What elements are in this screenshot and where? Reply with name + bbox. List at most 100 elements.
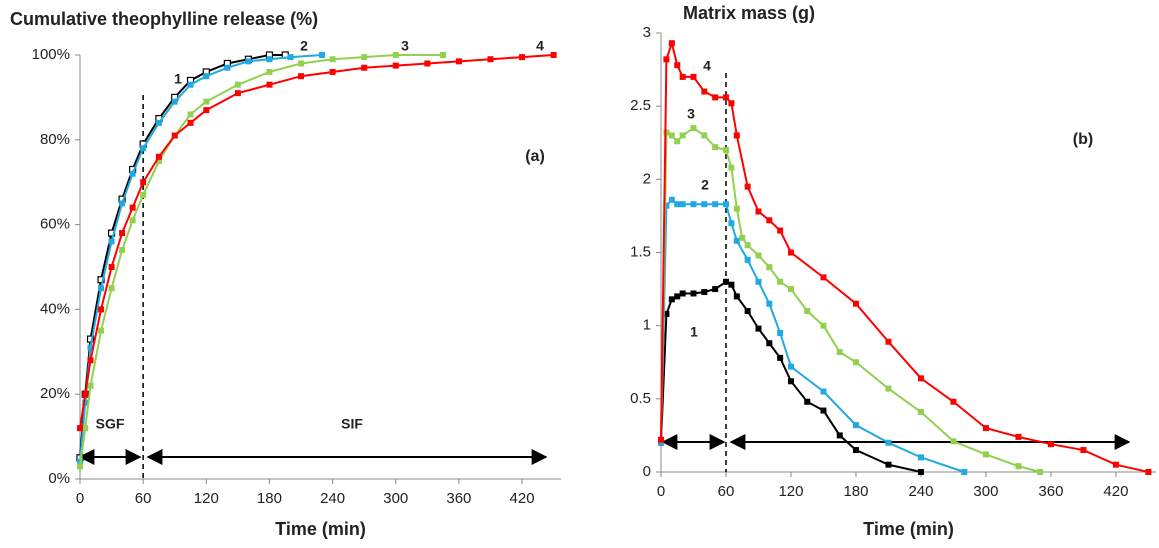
data-point [755,325,762,332]
chart-title: Matrix mass (g) [683,3,815,23]
data-point [1015,463,1022,470]
data-point [733,205,740,212]
y-tick-label: 80% [40,131,70,148]
data-point [852,300,859,307]
data-point [836,349,843,356]
series-label: 1 [174,71,182,87]
data-point [804,398,811,405]
data-point [287,54,294,61]
data-point [961,469,968,475]
data-point [87,382,94,389]
data-point [744,256,751,263]
data-point [1037,469,1044,475]
data-point [658,436,664,443]
annotation: SGF [96,416,125,432]
data-point [82,399,89,406]
x-tick-label: 180 [257,490,282,507]
data-point [755,252,762,259]
series-label: 2 [701,177,709,193]
data-point [187,111,194,118]
data-point [852,422,859,429]
data-point [119,230,126,237]
data-point [885,338,892,345]
data-point [722,201,729,208]
x-tick-label: 240 [320,490,345,507]
data-point [917,375,924,382]
data-point [668,132,675,139]
data-point [728,220,735,227]
data-point [950,438,957,445]
data-point [690,125,697,132]
data-point [234,90,241,97]
series-label: 3 [687,106,695,122]
data-point [885,385,892,392]
data-point [712,144,719,151]
data-point [852,359,859,366]
x-tick-label: 300 [383,490,408,507]
x-axis-label: Time (min) [863,519,954,539]
data-point [266,56,273,63]
data-point [98,306,105,313]
data-point [140,179,147,186]
data-point [701,289,708,296]
data-point [679,73,686,80]
data-point [679,290,686,297]
data-point [98,327,105,334]
data-point [187,119,194,126]
series-line [79,54,444,467]
data-point [97,276,105,284]
x-tick-label: 60 [135,490,152,507]
data-point [777,354,784,361]
data-point [690,290,697,297]
data-point [766,340,773,347]
x-tick-label: 300 [973,483,998,500]
data-point [728,164,735,171]
data-point [733,132,740,139]
data-point [424,60,431,67]
data-point [777,278,784,285]
data-point [766,264,773,271]
data-point [119,200,126,207]
data-point [917,409,924,416]
data-point [674,138,681,145]
y-tick-label: 2.5 [630,97,651,114]
data-point [234,81,241,88]
x-tick-label: 60 [718,483,735,500]
data-point [455,58,462,65]
data-point [82,391,89,398]
data-point [298,60,305,67]
series-line [660,39,1149,473]
x-tick-label: 240 [908,483,933,500]
series-label: 1 [690,324,698,340]
data-point [950,398,957,405]
data-point [361,54,368,61]
x-tick-label: 120 [778,483,803,500]
x-tick-label: 420 [1103,483,1128,500]
data-point [982,425,989,432]
data-point [361,64,368,71]
data-point [674,293,681,300]
data-point [722,94,729,101]
data-point [155,153,162,160]
x-tick-label: 420 [510,490,535,507]
series-label: 3 [401,38,409,54]
data-point [787,249,794,256]
data-point [663,129,670,136]
data-point [777,227,784,234]
data-point [266,81,273,88]
data-point [203,98,210,105]
data-point [266,68,273,75]
data-point [820,407,827,414]
data-point [392,52,399,58]
data-point [820,388,827,395]
y-tick-label: 0% [48,470,70,487]
data-point [701,201,708,208]
data-point [668,40,675,47]
data-point [98,285,105,292]
annotation: (b) [1073,131,1093,148]
x-tick-label: 360 [1038,483,1063,500]
y-tick-label: 1.5 [630,243,651,260]
data-point [392,62,399,69]
data-point [140,145,147,152]
